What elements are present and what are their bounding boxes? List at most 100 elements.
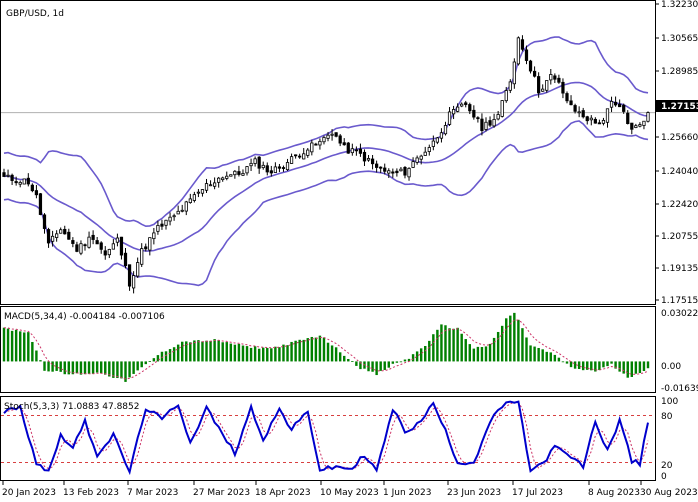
candle (460, 103, 464, 107)
candle (423, 151, 427, 156)
macd-histogram-bar (136, 361, 139, 371)
macd-histogram-bar (642, 361, 646, 371)
candle (225, 175, 229, 179)
candle (168, 216, 172, 222)
macd-histogram-bar (488, 343, 492, 362)
candle (541, 88, 545, 92)
macd-histogram-bar (476, 346, 480, 362)
candle (221, 177, 225, 181)
candle (403, 166, 407, 176)
macd-histogram-bar (569, 361, 573, 368)
candle (314, 143, 318, 146)
macd-histogram-bar (310, 336, 314, 362)
candle (472, 109, 476, 118)
candle (257, 156, 261, 169)
price-axis-label: 1.24040 (661, 167, 698, 177)
candle (164, 219, 168, 226)
macd-histogram-bar (646, 361, 650, 369)
macd-histogram-bar (99, 361, 103, 374)
macd-histogram-bar (634, 361, 638, 374)
macd-histogram-bar (565, 361, 569, 364)
candle (213, 182, 217, 187)
macd-histogram-bar (298, 339, 301, 362)
candle (411, 161, 415, 168)
macd-histogram-bar (95, 361, 99, 373)
candle (217, 177, 221, 183)
stoch-main-line (3, 400, 649, 476)
candle (310, 142, 314, 153)
candle (261, 164, 265, 169)
macd-histogram-bar (622, 361, 625, 374)
time-axis-label: 7 Mar 2023 (127, 488, 178, 498)
candle (302, 153, 306, 160)
candle (516, 37, 521, 65)
macd-histogram-bar (513, 312, 516, 362)
macd-histogram-bar (282, 344, 285, 362)
macd-histogram-bar (338, 352, 342, 362)
candle (91, 234, 95, 240)
candle (115, 237, 120, 243)
macd-histogram-bar (116, 361, 119, 379)
candle (447, 111, 452, 125)
candle (119, 236, 124, 256)
macd-histogram-bar (274, 346, 277, 362)
macd-histogram-bar (225, 342, 228, 362)
macd-histogram-bar (262, 347, 265, 362)
candle (249, 162, 253, 167)
macd-histogram-bar (521, 328, 524, 362)
macd-histogram-bar (59, 361, 62, 372)
candle (431, 140, 435, 147)
candle (253, 158, 257, 164)
macd-histogram-bar (71, 361, 75, 375)
macd-histogram-bar (529, 345, 532, 362)
macd-histogram-bar (355, 361, 358, 366)
candle (83, 244, 87, 247)
macd-histogram-bar (537, 347, 540, 362)
macd-histogram-bar (112, 361, 115, 378)
candle (626, 112, 630, 125)
candle (330, 133, 334, 136)
candle (144, 246, 148, 250)
macd-histogram-bar (630, 361, 634, 377)
candle (549, 74, 553, 81)
candle (285, 162, 290, 171)
candle (634, 125, 638, 128)
macd-histogram-bar (270, 348, 273, 362)
macd-histogram-bar (525, 337, 528, 362)
price-layer (1, 35, 655, 294)
macd-histogram-bar (496, 331, 500, 362)
candle (456, 106, 460, 112)
candle (229, 174, 233, 177)
candle (573, 105, 577, 112)
candle (468, 104, 472, 112)
candle (362, 151, 367, 162)
macd-histogram-bar (500, 325, 504, 362)
macd-histogram-bar (509, 315, 512, 362)
macd-histogram-bar (164, 351, 168, 362)
stoch-label: Stoch(5,3,3) 71.0883 47.8852 (4, 402, 139, 412)
candle (407, 167, 411, 178)
macd-histogram-bar (176, 344, 180, 362)
candle (508, 81, 512, 91)
price-axis-label: 1.20755 (661, 232, 698, 242)
macd-histogram-bar (395, 361, 399, 363)
candle (208, 184, 213, 187)
macd-histogram-bar (343, 355, 346, 362)
candle (589, 117, 593, 121)
macd-histogram-bar (249, 347, 253, 362)
macd-histogram-bar (189, 342, 192, 362)
price-axis-label: 1.28985 (661, 67, 698, 77)
macd-histogram-bar (47, 361, 50, 372)
stoch-axis-label: 0 (661, 472, 667, 482)
macd-histogram-bar (334, 347, 338, 362)
candle (532, 70, 537, 77)
current-price-label: 1.27153 (661, 102, 698, 112)
macd-histogram-bar (10, 330, 14, 362)
macd-histogram-bar (586, 361, 589, 370)
macd-histogram-bar (302, 339, 305, 362)
price-axis-label: 1.32230 (661, 0, 698, 10)
candle (298, 155, 302, 158)
macd-histogram-bar (2, 327, 6, 362)
candle (500, 100, 504, 117)
